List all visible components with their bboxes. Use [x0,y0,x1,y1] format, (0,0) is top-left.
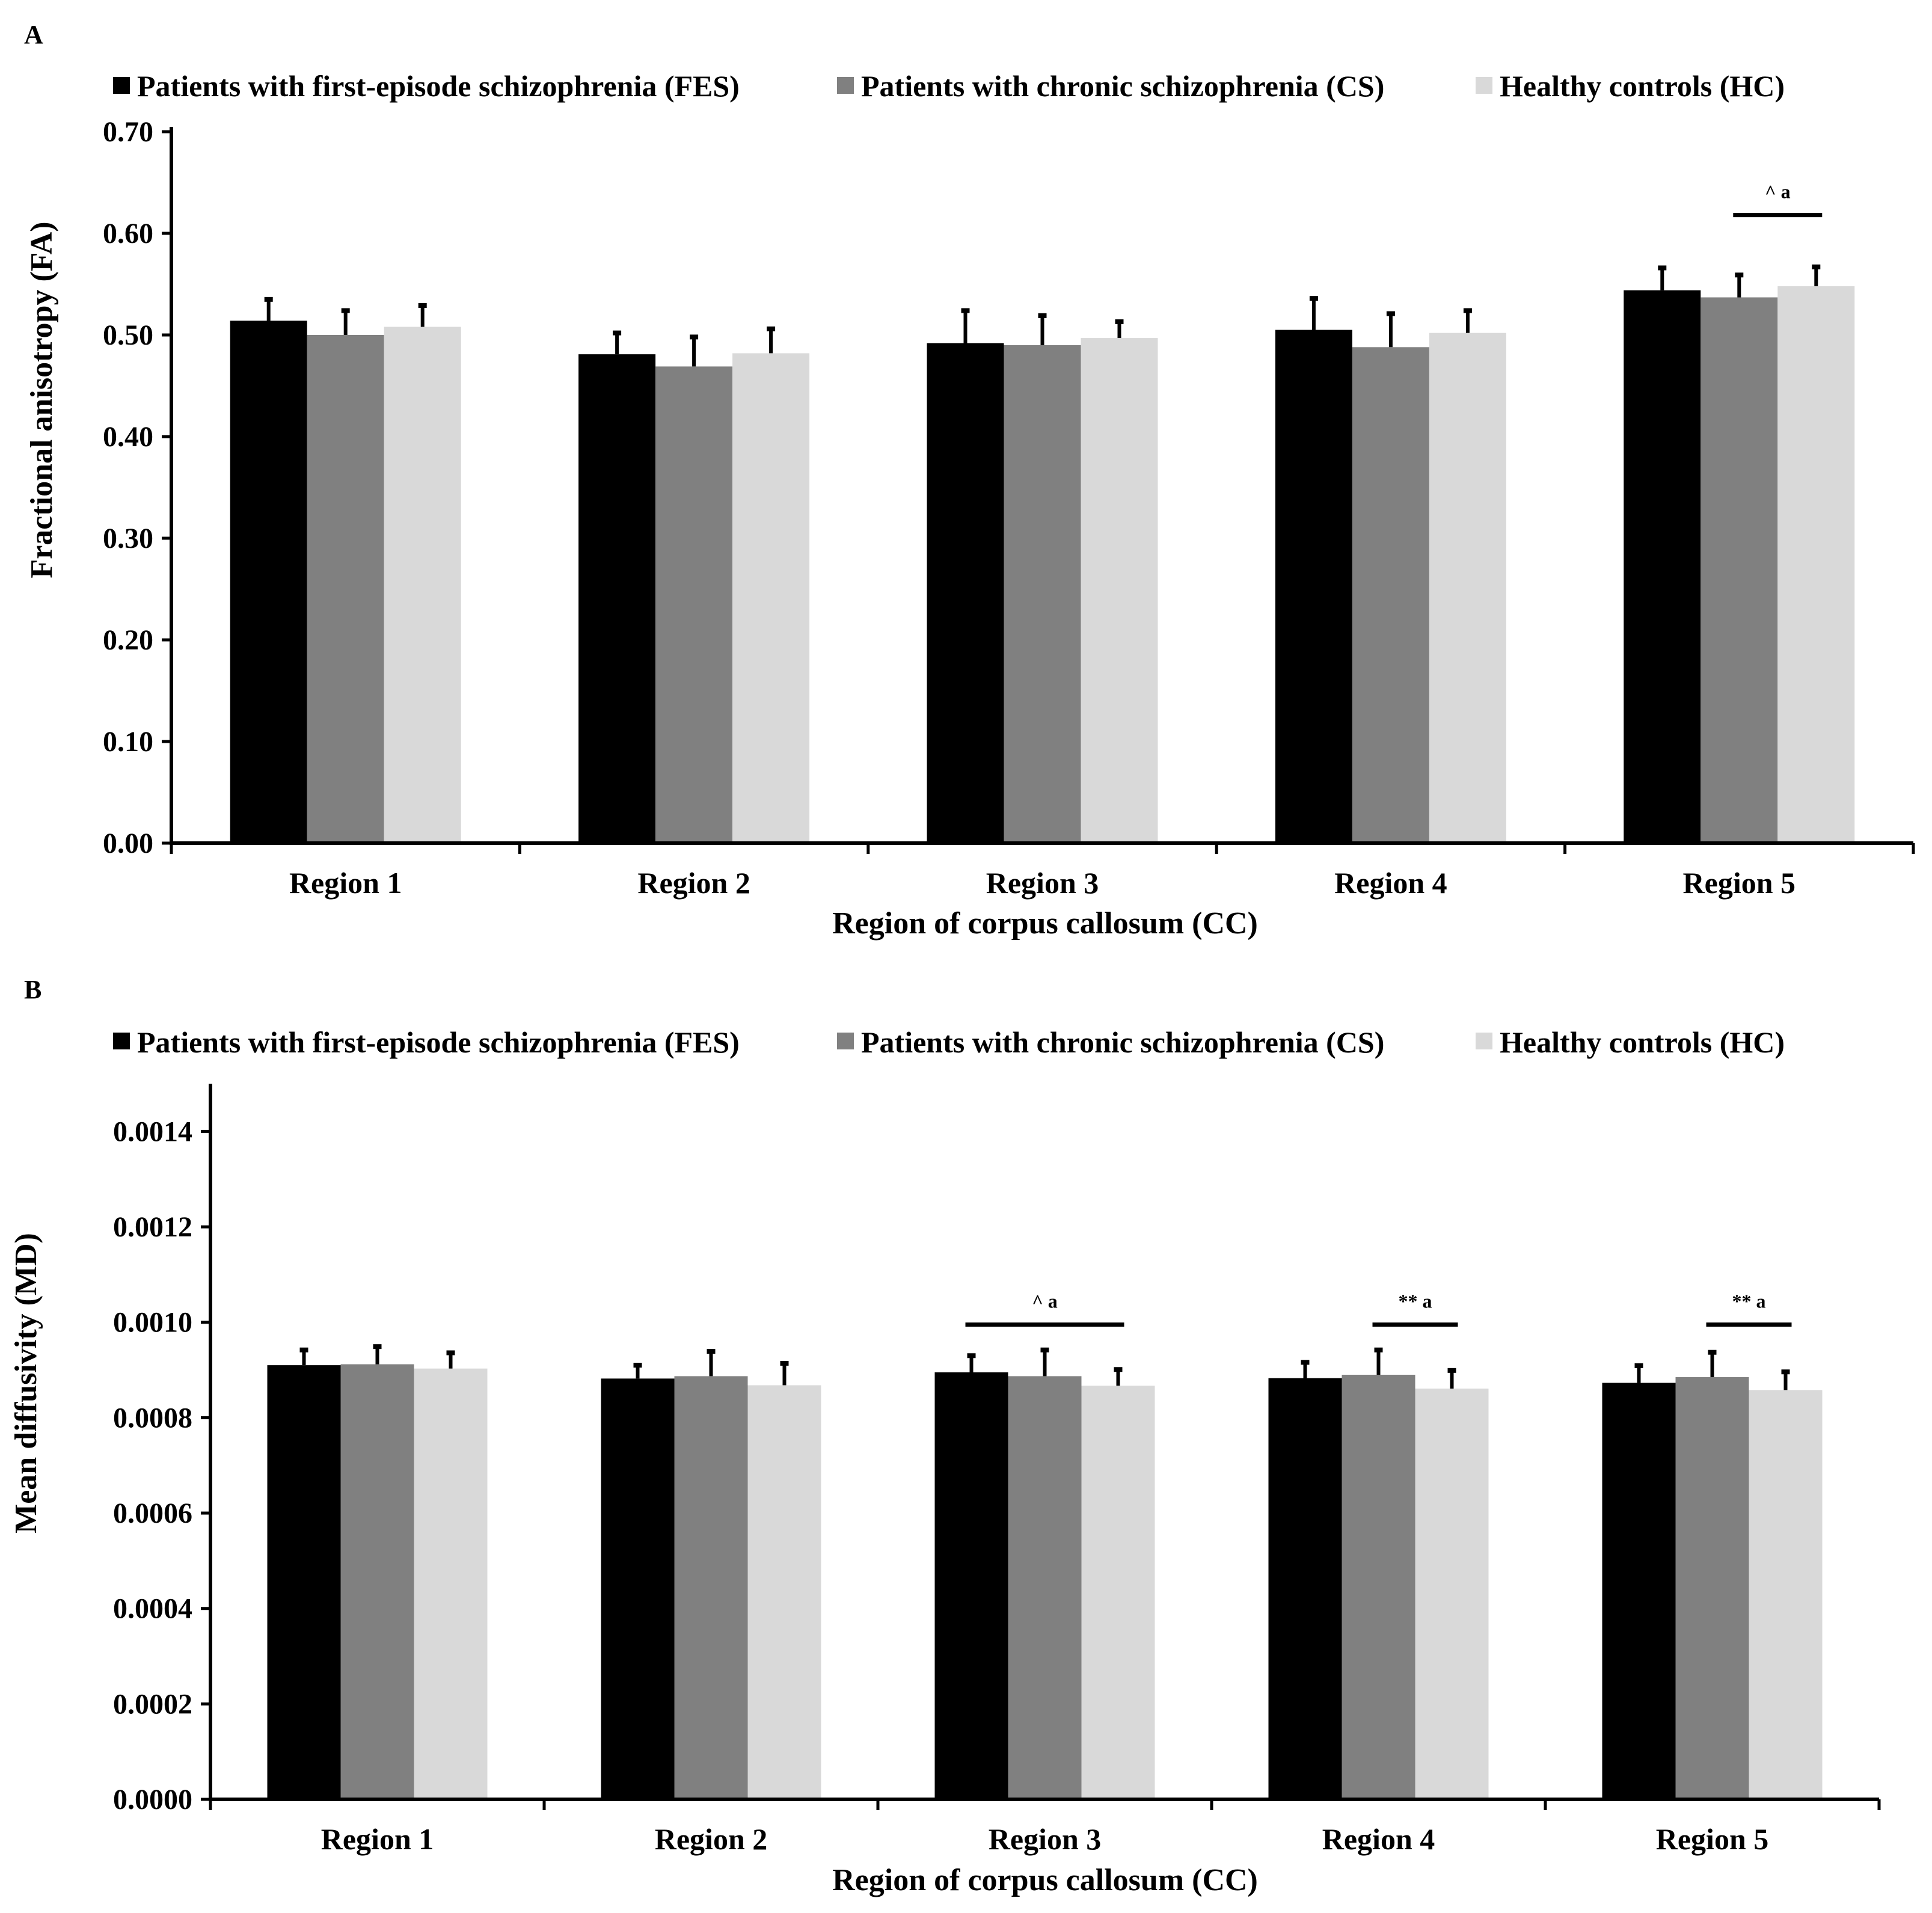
bar [230,321,307,843]
y-tick-label: 0.0012 [113,1211,192,1243]
legend-item: Patients with chronic schizophrenia (CS) [837,69,1384,103]
y-tick-label: 0.00 [103,828,153,859]
legend-label: Patients with first-episode schizophreni… [137,1025,740,1059]
y-tick-label: 0.30 [103,523,153,554]
x-category-label: Region 3 [989,1822,1102,1856]
bar [1624,290,1701,843]
x-axis-title: Region of corpus callosum (CC) [832,1863,1258,1897]
legend-label: Patients with chronic schizophrenia (CS) [861,1025,1384,1059]
x-category-label: Region 2 [655,1822,768,1856]
bar [927,343,1004,843]
panel-label: A [24,20,43,49]
legend-item: Healthy controls (HC) [1476,1025,1785,1059]
bar [1700,297,1778,844]
x-axis-categories: Region 1 Region 2 Region 3 Region 4 Regi… [321,1822,1769,1856]
legend-label: Healthy controls (HC) [1500,1025,1785,1059]
panel-label: B [24,975,41,1004]
y-axis-title: Mean diffusivity (MD) [9,1233,43,1534]
legend: Patients with first-episode schizophreni… [113,1025,1785,1059]
x-category-label: Region 5 [1656,1822,1769,1856]
y-tick-label: 0.20 [103,624,153,656]
legend: Patients with first-episode schizophreni… [113,69,1785,103]
bar [414,1368,488,1799]
legend-item: Patients with chronic schizophrenia (CS) [837,1025,1384,1059]
bar [1342,1374,1415,1799]
bar [1749,1390,1823,1799]
legend-label: Patients with first-episode schizophreni… [137,69,740,103]
y-tick-label: 0.50 [103,319,153,351]
legend-swatch [1476,77,1492,94]
x-category-label: Region 4 [1334,866,1447,900]
legend-label: Healthy controls (HC) [1500,69,1785,103]
bar [578,354,656,843]
x-category-label: Region 1 [289,866,402,900]
bar [1008,1376,1082,1799]
legend-item: Healthy controls (HC) [1476,69,1785,103]
legend-swatch [837,77,854,94]
bar [1081,338,1158,843]
y-tick-label: 0.0014 [113,1116,192,1147]
significance-annotations: ^ a ** a ** a [1032,1291,1765,1312]
legend-swatch [1476,1033,1492,1049]
bar [384,327,461,843]
y-tick-label: 0.0002 [113,1688,192,1720]
bar [934,1372,1008,1799]
bar [1268,1378,1342,1799]
legend-swatch [837,1033,854,1049]
significance-label: ^ a [1032,1291,1058,1312]
significance-annotations: ^ a [1765,181,1791,203]
significance-label: ** a [1399,1291,1432,1312]
y-tick-label: 0.70 [103,116,153,148]
y-axis-title: Fractional anisotropy (FA) [25,221,59,578]
y-tick-label: 0.0010 [113,1307,192,1339]
legend-label: Patients with chronic schizophrenia (CS) [861,69,1384,103]
y-tick-label: 0.0000 [113,1784,192,1816]
legend-swatch [113,77,130,94]
bar [1429,333,1506,843]
panel-b: B Patients with first-episode schizophre… [9,975,1881,1897]
bar [340,1364,414,1799]
y-axis-ticks: 0.0000 0.0002 0.0004 0.0006 0.0008 0.001… [113,1116,192,1816]
bar [1675,1377,1749,1799]
bar [307,335,384,843]
y-tick-label: 0.0008 [113,1402,192,1434]
x-category-label: Region 5 [1683,866,1796,900]
x-category-label: Region 2 [637,866,750,900]
bar [1081,1386,1155,1799]
x-axis-title: Region of corpus callosum (CC) [832,906,1258,941]
bar [1352,347,1429,843]
bar [732,353,810,843]
x-axis-categories: Region 1 Region 2 Region 3 Region 4 Regi… [289,866,1796,900]
bar [601,1378,675,1799]
y-tick-label: 0.0006 [113,1497,192,1529]
x-category-label: Region 4 [1322,1822,1435,1856]
y-tick-label: 0.10 [103,726,153,758]
x-category-label: Region 3 [986,866,1099,900]
bar [267,1365,341,1799]
x-category-label: Region 1 [321,1822,434,1856]
y-tick-label: 0.40 [103,421,153,453]
bar [747,1385,821,1799]
bar [1415,1388,1489,1799]
y-tick-label: 0.0004 [113,1593,192,1625]
bar [674,1376,748,1799]
y-tick-label: 0.60 [103,218,153,250]
plot-area [162,127,1915,854]
legend-swatch [113,1033,130,1049]
bar [1602,1383,1676,1799]
significance-label: ** a [1732,1291,1766,1312]
plot-area [201,1084,1881,1810]
panel-a: A Patients with first-episode schizophre… [24,20,1915,941]
bar [1004,345,1081,843]
legend-item: Patients with first-episode schizophreni… [113,1025,740,1059]
bar [655,366,733,843]
y-axis-ticks: 0.00 0.10 0.20 0.30 0.40 0.50 0.60 0.70 [103,116,153,859]
significance-label: ^ a [1765,181,1791,203]
bar [1275,330,1352,843]
bar [1777,286,1855,843]
legend-item: Patients with first-episode schizophreni… [113,69,740,103]
